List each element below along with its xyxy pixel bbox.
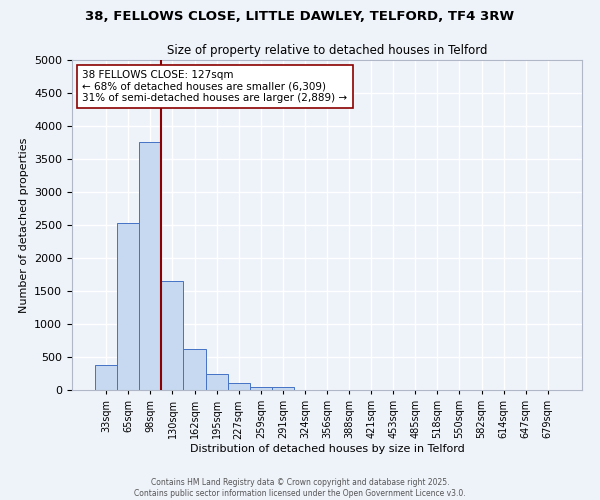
Bar	[206, 374, 227, 390]
Bar	[161, 281, 184, 390]
Bar	[95, 365, 117, 390]
Bar	[227, 382, 250, 390]
Bar	[184, 349, 206, 390]
Title: Size of property relative to detached houses in Telford: Size of property relative to detached ho…	[167, 44, 487, 58]
Text: 38, FELLOWS CLOSE, LITTLE DAWLEY, TELFORD, TF4 3RW: 38, FELLOWS CLOSE, LITTLE DAWLEY, TELFOR…	[85, 10, 515, 23]
Bar	[139, 142, 161, 390]
Text: Contains HM Land Registry data © Crown copyright and database right 2025.
Contai: Contains HM Land Registry data © Crown c…	[134, 478, 466, 498]
Text: 38 FELLOWS CLOSE: 127sqm
← 68% of detached houses are smaller (6,309)
31% of sem: 38 FELLOWS CLOSE: 127sqm ← 68% of detach…	[82, 70, 347, 103]
X-axis label: Distribution of detached houses by size in Telford: Distribution of detached houses by size …	[190, 444, 464, 454]
Y-axis label: Number of detached properties: Number of detached properties	[19, 138, 29, 312]
Bar	[250, 386, 272, 390]
Bar	[117, 223, 139, 390]
Bar	[272, 388, 294, 390]
